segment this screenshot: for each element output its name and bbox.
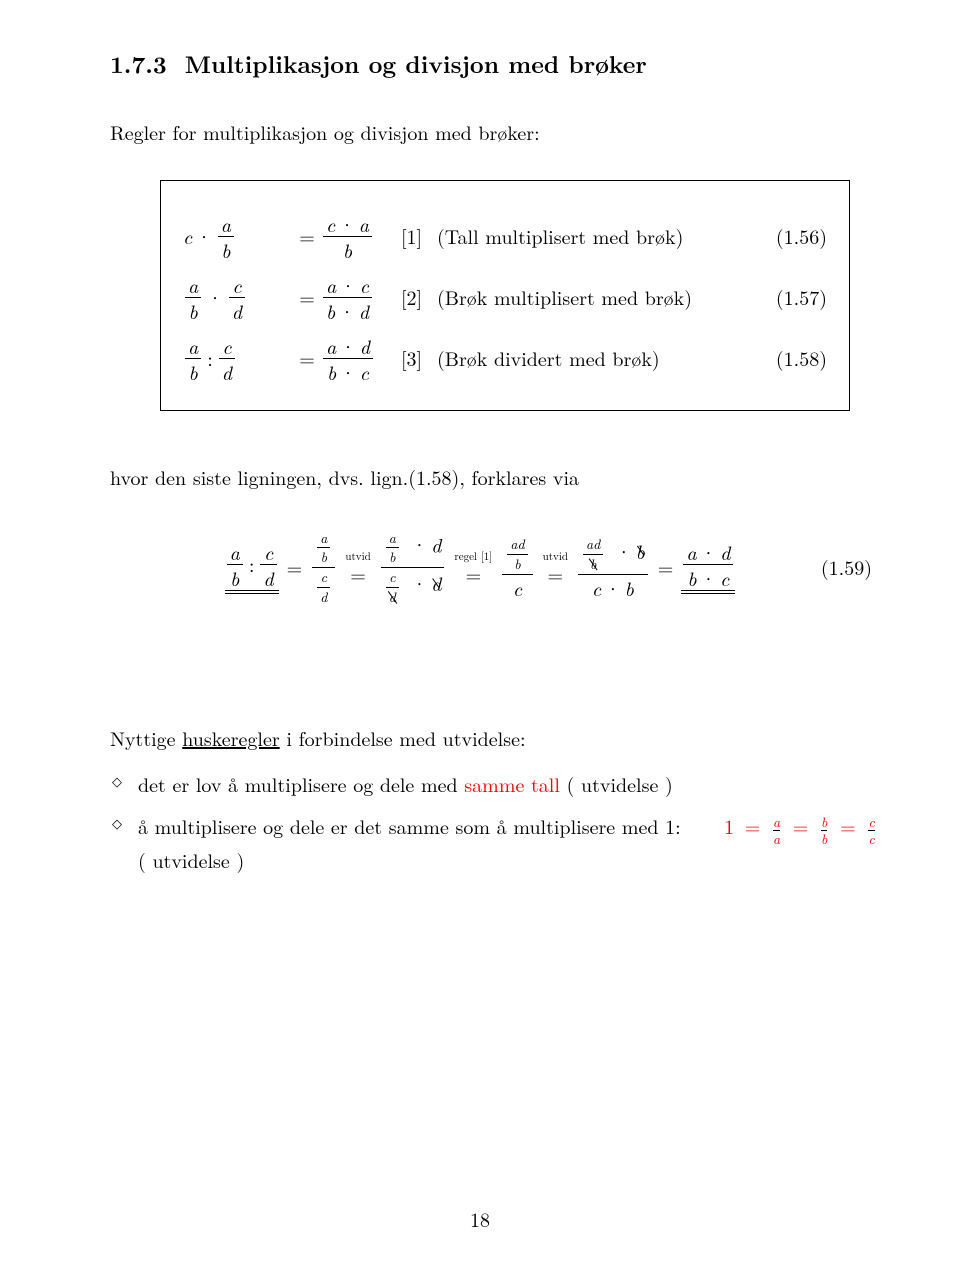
cancel-b: b — [636, 540, 645, 561]
double-underline: a·d b·c — [681, 541, 735, 594]
equals: = — [293, 283, 321, 311]
huskeregler: Nyttige huskeregler i forbindelse med ut… — [110, 724, 890, 873]
husk-bullets: det er lov å multiplisere og dele med sa… — [110, 770, 890, 873]
husk-lead-underlined: huskeregler — [182, 723, 279, 752]
mid-text: hvor den siste ligningen, dvs. lign.(1.5… — [110, 463, 890, 491]
equation-number: (1.59) — [821, 553, 872, 581]
section-title-text: Multiplikasjon og divisjon med brøker — [185, 47, 647, 81]
fraction: ad b c — [502, 537, 532, 597]
fraction: a·d b·c — [683, 541, 733, 588]
equation-number: (1.58) — [771, 344, 827, 372]
rule-lhs: ab · cd — [183, 274, 293, 321]
var-c: c — [183, 222, 192, 250]
rule-rhs: a·c b·d — [321, 274, 391, 321]
fraction: a·c b·d — [323, 274, 372, 321]
rule-lhs: ab : cd — [183, 335, 293, 382]
fraction: cd — [260, 541, 276, 588]
equation-number: (1.57) — [771, 283, 827, 311]
step-utvid: utvid = — [345, 551, 370, 584]
var-a: a — [218, 213, 234, 234]
var-b: b — [340, 239, 355, 260]
husk-lead-a: Nyttige — [110, 723, 182, 752]
fraction: cd — [219, 335, 235, 382]
fraction: cd — [229, 274, 245, 321]
rule-row: ab : cd = a·d b·c [3] (Brøk dividert med… — [183, 335, 827, 382]
colon: : — [203, 344, 217, 372]
equals: = — [293, 344, 321, 372]
rule-tag: [1] — [401, 222, 437, 250]
section-heading: 1.7.3 Multiplikasjon og divisjon med brøk… — [110, 48, 890, 82]
rule-tag: [2] — [401, 283, 437, 311]
compound-fraction: ab cd — [312, 531, 335, 605]
fraction: ab ·d cd ·d — [381, 531, 445, 605]
dot-icon: · — [192, 222, 216, 250]
page-number: 18 — [0, 1205, 960, 1233]
inline-fraction: bb — [821, 815, 827, 846]
red-eqn: 1 = aa = bb = cc — [724, 811, 877, 840]
rule-rhs: c·a b — [321, 213, 391, 260]
rule-desc: (Brøk multiplisert med brøk) — [437, 283, 771, 311]
inline-fraction: aa — [773, 815, 780, 846]
rule-rhs: a·d b·c — [321, 335, 391, 382]
husk-lead-b: i forbindelse med utvidelse: — [280, 723, 526, 752]
list-item: å multiplisere og dele er det samme som … — [138, 812, 890, 873]
fraction: ab — [185, 274, 201, 321]
rule-row: ab · cd = a·c b·d [2] (Brøk multiplisert… — [183, 274, 827, 321]
rules-box: c · a b = c·a b [1] (Tall multiplisert m… — [160, 180, 850, 411]
equals: = — [287, 553, 303, 581]
equation-number: (1.56) — [771, 222, 827, 250]
rule-desc: (Tall multiplisert med brøk) — [437, 222, 771, 250]
fraction: ab — [227, 541, 243, 588]
red-text: samme tall — [464, 769, 560, 798]
rule-lhs: c · a b — [183, 213, 293, 260]
step-rule1: regel [1] = — [454, 551, 492, 584]
derivation: ab : cd = ab cd utvid = — [70, 531, 890, 605]
fraction: ad b ·b c·b — [578, 537, 648, 597]
fraction: a b — [218, 213, 234, 260]
dot-icon: · — [203, 283, 227, 311]
inline-fraction: cc — [868, 815, 874, 846]
equals: = — [293, 222, 321, 250]
equals: = — [658, 553, 674, 581]
fraction-num: c·a — [323, 213, 372, 234]
var-b: b — [218, 239, 233, 260]
deriv-start: ab : cd — [225, 541, 279, 588]
rule-tag: [3] — [401, 344, 437, 372]
rule-desc: (Brøk dividert med brøk) — [437, 344, 771, 372]
fraction: c·a b — [323, 213, 372, 260]
section-number: 1.7.3 — [110, 47, 167, 81]
fraction: ab — [185, 335, 201, 382]
double-underline: ab : cd — [225, 541, 279, 594]
cancel-d: d — [431, 572, 441, 593]
page: 1.7.3 Multiplikasjon og divisjon med brøk… — [0, 0, 960, 1267]
rule-row: c · a b = c·a b [1] (Tall multiplisert m… — [183, 213, 827, 260]
intro-text: Regler for multiplikasjon og divisjon me… — [110, 118, 890, 146]
cancel-d: d — [386, 590, 399, 605]
derivation-wrap: ab : cd = ab cd utvid = — [110, 531, 890, 605]
list-item: det er lov å multiplisere og dele med sa… — [138, 770, 890, 798]
fraction: a·d b·c — [323, 335, 373, 382]
step-utvid: utvid = — [543, 551, 568, 584]
cancel-b: b — [587, 557, 599, 572]
